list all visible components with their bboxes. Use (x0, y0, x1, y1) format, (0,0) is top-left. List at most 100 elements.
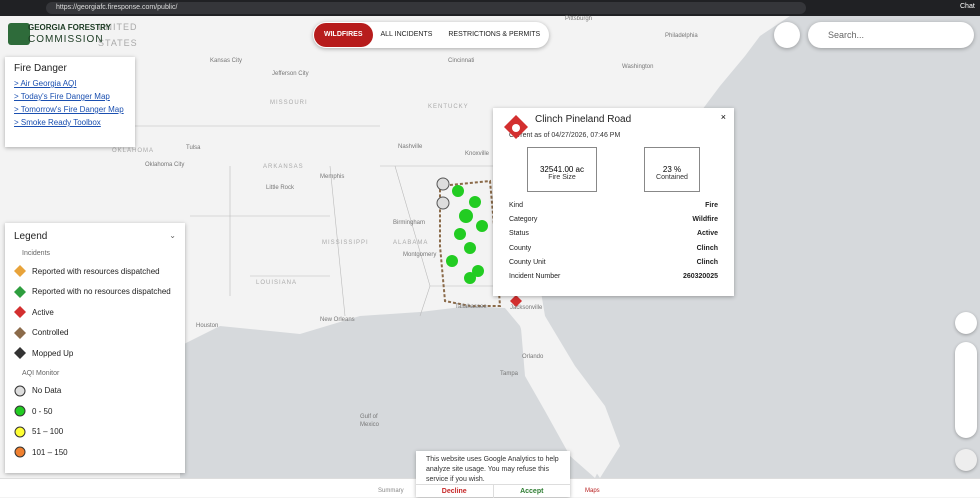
legend-label: 51 – 100 (32, 427, 64, 437)
legend-label: 101 – 150 (32, 447, 68, 457)
logo-icon (8, 23, 30, 45)
map-label: Cincinnati (448, 58, 475, 64)
list-button[interactable] (774, 22, 800, 48)
map-label: UNITED (98, 22, 138, 32)
gulf-water (180, 306, 600, 478)
icon-shape (14, 446, 26, 458)
panel-title: Fire Danger (14, 63, 67, 74)
map-label: Kansas City (210, 58, 243, 64)
legend-label: Reported with resources dispatched (32, 266, 160, 276)
map-label: Memphis (320, 174, 345, 180)
map-label: Montgomery (403, 252, 437, 258)
incident-popup: Clinch Pineland Road × Current as of 04/… (493, 108, 734, 296)
stat-value: 23 % (662, 165, 682, 174)
legend-label: Active (32, 307, 54, 317)
map-label: Houston (196, 323, 219, 329)
legend-item: No Data (14, 381, 176, 402)
link[interactable]: > Air Georgia AQI (14, 79, 77, 88)
popup-title: Clinch Pineland Road (535, 114, 632, 125)
layer-controls[interactable] (955, 342, 977, 438)
atlantic-water (540, 16, 980, 478)
logo-text: COMMISSION (28, 34, 104, 45)
legend-icon (14, 265, 26, 278)
detail-row: Incident Number 260320025 (509, 269, 718, 283)
icon-shape (14, 426, 26, 438)
map-label: STATES (98, 38, 138, 48)
address-bar[interactable]: https://georgiafc.firesponse.com/public/ (46, 2, 806, 14)
icon-shape (14, 285, 26, 298)
legend-item: 0 - 50 (14, 401, 176, 422)
stat-label: Contained (656, 174, 688, 181)
legend-item: Active (14, 302, 176, 323)
tab[interactable]: ALL INCIDENTS (380, 31, 433, 38)
detail-key: County Unit (509, 258, 546, 266)
map-label: Jacksonville (510, 305, 543, 311)
florida (520, 316, 605, 478)
legend-panel: Legend ⌄ Incidents Reported with resource… (5, 223, 185, 473)
map-label: Birmingham (393, 220, 426, 226)
icon-shape (14, 265, 26, 278)
detail-key: Incident Number (509, 273, 561, 281)
map-label: LOUISIANA (256, 280, 298, 286)
icon-shape (14, 326, 26, 339)
state-borders (130, 125, 540, 317)
link[interactable]: > Smoke Ready Toolbox (14, 118, 101, 127)
legend-label: No Data (32, 386, 62, 396)
legend-label: Controlled (32, 328, 69, 338)
link[interactable]: > Tomorrow's Fire Danger Map (14, 105, 124, 114)
stat-label: Fire Size (548, 174, 576, 181)
detail-key: Kind (509, 201, 524, 209)
map-label: MISSISSIPPI (322, 240, 369, 246)
legend-item: Reported with resources dispatched (14, 261, 176, 282)
map-label: New Orleans (320, 317, 355, 323)
globe-button[interactable] (955, 312, 977, 334)
icon-shape (14, 306, 26, 319)
legend-item: 101 – 150 (14, 442, 176, 463)
accept-button[interactable]: Accept (520, 488, 544, 495)
fire-cluster (436, 177, 522, 307)
detail-row: Category Wildfire (509, 212, 718, 226)
detail-value: Fire (705, 201, 718, 209)
legend-label: Reported with no resources dispatched (32, 287, 171, 297)
detail-key: County (509, 244, 532, 252)
nav-item[interactable]: Maps (585, 488, 600, 494)
stats: 32541.00 ac Fire Size 23 % Contained (527, 147, 700, 192)
link[interactable]: > Today's Fire Danger Map (14, 92, 110, 101)
fire-icon (504, 115, 528, 139)
map-label: Orlando (522, 354, 544, 360)
detail-row: Kind Fire (509, 198, 718, 212)
detail-key: Category (509, 215, 538, 223)
stat-box: 23 % Contained (644, 147, 700, 192)
legend-header: Legend ⌄ (14, 231, 176, 242)
icon-shape (14, 385, 26, 397)
tab-bar: WILDFIRES ALL INCIDENTS RESTRICTIONS & P… (313, 22, 550, 48)
legend-item: Reported with no resources dispatched (14, 282, 176, 303)
map-label: Tampa (500, 371, 519, 377)
detail-row: County Clinch (509, 241, 718, 255)
map-label: ARKANSAS (263, 164, 304, 170)
decline-button[interactable]: Decline (416, 485, 494, 498)
stat-box: 32541.00 ac Fire Size (527, 147, 597, 192)
legend-label: Mopped Up (32, 348, 74, 358)
tab[interactable]: RESTRICTIONS & PERMITS (448, 31, 541, 38)
tab[interactable]: WILDFIRES (314, 23, 373, 47)
legend-item: Controlled (14, 323, 176, 344)
cookie-text: This website uses Google Analytics to he… (426, 456, 559, 483)
search-box[interactable]: Search... (808, 22, 974, 48)
detail-value: Active (696, 230, 718, 238)
map-label: OKLAHOMA (112, 148, 155, 154)
close[interactable]: × (720, 112, 726, 122)
chat[interactable]: Chat (960, 3, 975, 10)
collapse[interactable]: ⌄ (169, 231, 176, 240)
map-label: Washington (622, 64, 654, 70)
map-label: Tulsa (186, 145, 201, 151)
nav-item[interactable]: Summary (378, 488, 404, 494)
cookie-banner: This website uses Google Analytics to he… (416, 451, 570, 498)
fire-danger-panel: Fire Danger > Air Georgia AQI > Today's … (5, 57, 135, 147)
legend-heading: Incidents (22, 250, 51, 257)
legend-item: 51 – 100 (14, 422, 176, 443)
basemap-button[interactable] (955, 449, 977, 471)
stat-value: 32541.00 ac (539, 165, 585, 174)
detail-value: Wildfire (692, 215, 718, 223)
